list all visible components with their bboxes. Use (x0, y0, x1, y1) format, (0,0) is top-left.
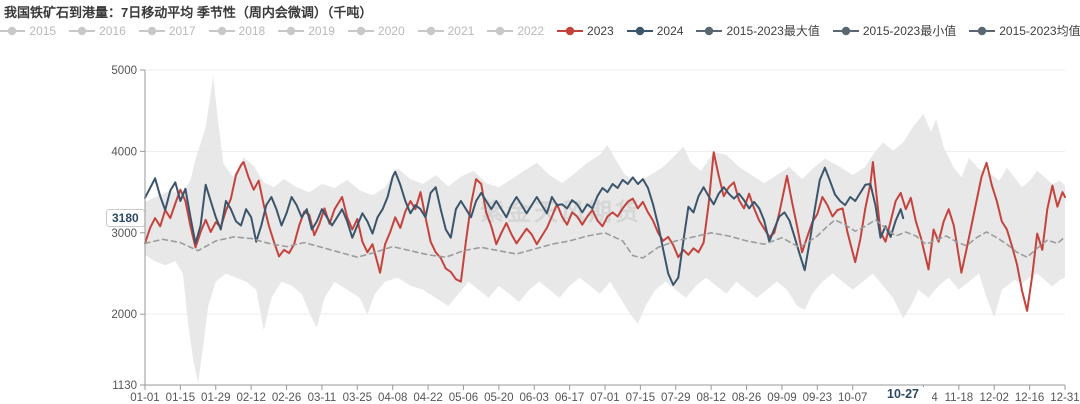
x-tick-label: 03-11 (308, 392, 337, 404)
minmax-band-area (145, 76, 1065, 384)
x-tick-label: 02-26 (272, 392, 301, 404)
legend-label: 2015-2023最小值 (862, 24, 957, 38)
series-line-2024 (144, 166, 905, 286)
y-tick-label: 3000 (111, 228, 137, 240)
x-tick-label: 07-01 (590, 392, 619, 404)
legend-marker-icon (208, 26, 235, 35)
x-tick-label: 03-25 (343, 392, 372, 404)
legend-item-2017[interactable]: 2017 (138, 23, 196, 38)
legend-item-2022[interactable]: 2022 (487, 24, 544, 38)
legend-marker-icon (69, 26, 96, 35)
legend-marker-icon (138, 26, 165, 35)
legend-marker-icon (832, 26, 859, 35)
legend-marker-icon (278, 26, 305, 35)
legend-label: 2024 (656, 23, 684, 38)
x-tick-label: 09-23 (803, 392, 832, 404)
legend-label: 2018 (238, 23, 266, 38)
legend-item-2020[interactable]: 2020 (347, 23, 405, 38)
legend-label: 2017 (168, 23, 196, 38)
y-tick-label: 4000 (111, 146, 137, 158)
legend-marker-icon (347, 26, 374, 35)
legend-label: 2022 (517, 23, 545, 38)
x-tick-label: 07-15 (626, 392, 655, 404)
x-tick-label: 05-20 (484, 392, 513, 404)
axis-pointer-value-badge: 3180 (106, 209, 145, 227)
y-tick-label: 5000 (111, 65, 137, 77)
legend-item-2019[interactable]: 2019 (278, 24, 335, 38)
legend-item-2015-2023最小值[interactable]: 2015-2023最小值 (832, 22, 957, 39)
legend-marker-icon (969, 26, 996, 35)
x-tick-label: 12-02 (980, 392, 1009, 404)
legend-item-2015-2023最大值[interactable]: 2015-2023最大值 (696, 22, 820, 39)
x-tick-label: 01-15 (166, 392, 195, 404)
x-tick-label: 11-18 (945, 392, 974, 404)
legend-item-2023[interactable]: 2023 (557, 24, 614, 38)
legend-label: 2023 (587, 23, 614, 38)
x-tick-label: 12-16 (1015, 392, 1044, 404)
chart-title: 我国铁矿石到港量：7日移动平均 季节性（周内会微调）（千吨） (4, 5, 373, 20)
x-tick-label: 09-09 (767, 392, 796, 404)
legend-label: 2016 (99, 23, 126, 38)
legend-item-2024[interactable]: 2024 (626, 23, 684, 38)
legend-item-2016[interactable]: 2016 (69, 24, 126, 38)
axis-pointer-date-badge: 10-27 (874, 387, 932, 402)
x-tick-label: 12-31 (1050, 392, 1079, 404)
x-tick-label: 10-07 (838, 392, 867, 404)
legend-marker-icon (696, 26, 723, 35)
legend-marker-icon (557, 26, 584, 35)
x-tick-label: 01-29 (201, 392, 230, 404)
y-tick-label: 1130 (112, 380, 137, 392)
legend-label: 2015-2023最大值 (726, 24, 820, 38)
x-tick-label: 06-03 (520, 392, 549, 404)
x-tick-label: 08-12 (696, 392, 725, 404)
series-line-2015-2023均值 (144, 219, 1066, 259)
legend-marker-icon (0, 26, 26, 35)
legend-label: 2021 (447, 23, 475, 38)
x-tick-label: 08-26 (732, 392, 761, 404)
x-tick-label: 04-08 (378, 392, 407, 404)
legend-item-2015-2023均值[interactable]: 2015-2023均值 (969, 22, 1080, 39)
legend-item-2015[interactable]: 2015 (0, 24, 56, 38)
x-tick-label: 02-12 (236, 392, 265, 404)
legend-item-2018[interactable]: 2018 (208, 23, 266, 38)
x-tick-label: 05-06 (449, 392, 478, 404)
legend-label: 2019 (308, 23, 335, 38)
legend-label: 2015 (29, 23, 57, 38)
x-tick-label: 01-01 (130, 392, 159, 404)
legend-label: 2015-2023均值 (999, 24, 1080, 38)
y-tick-label: 2000 (111, 309, 137, 321)
series-line-2023 (144, 151, 1066, 312)
legend: 2015 2016 2017 2018 2019 2020 2021 2022 2023 2024… (0, 22, 1080, 39)
legend-marker-icon (487, 26, 514, 35)
x-tick-label: 06-17 (555, 392, 584, 404)
x-tick-label: 07-29 (661, 392, 690, 404)
x-tick-label: 04-22 (413, 392, 442, 404)
legend-marker-icon (626, 26, 653, 35)
legend-item-2021[interactable]: 2021 (417, 23, 475, 38)
legend-marker-icon (417, 26, 444, 35)
legend-label: 2020 (377, 23, 405, 38)
